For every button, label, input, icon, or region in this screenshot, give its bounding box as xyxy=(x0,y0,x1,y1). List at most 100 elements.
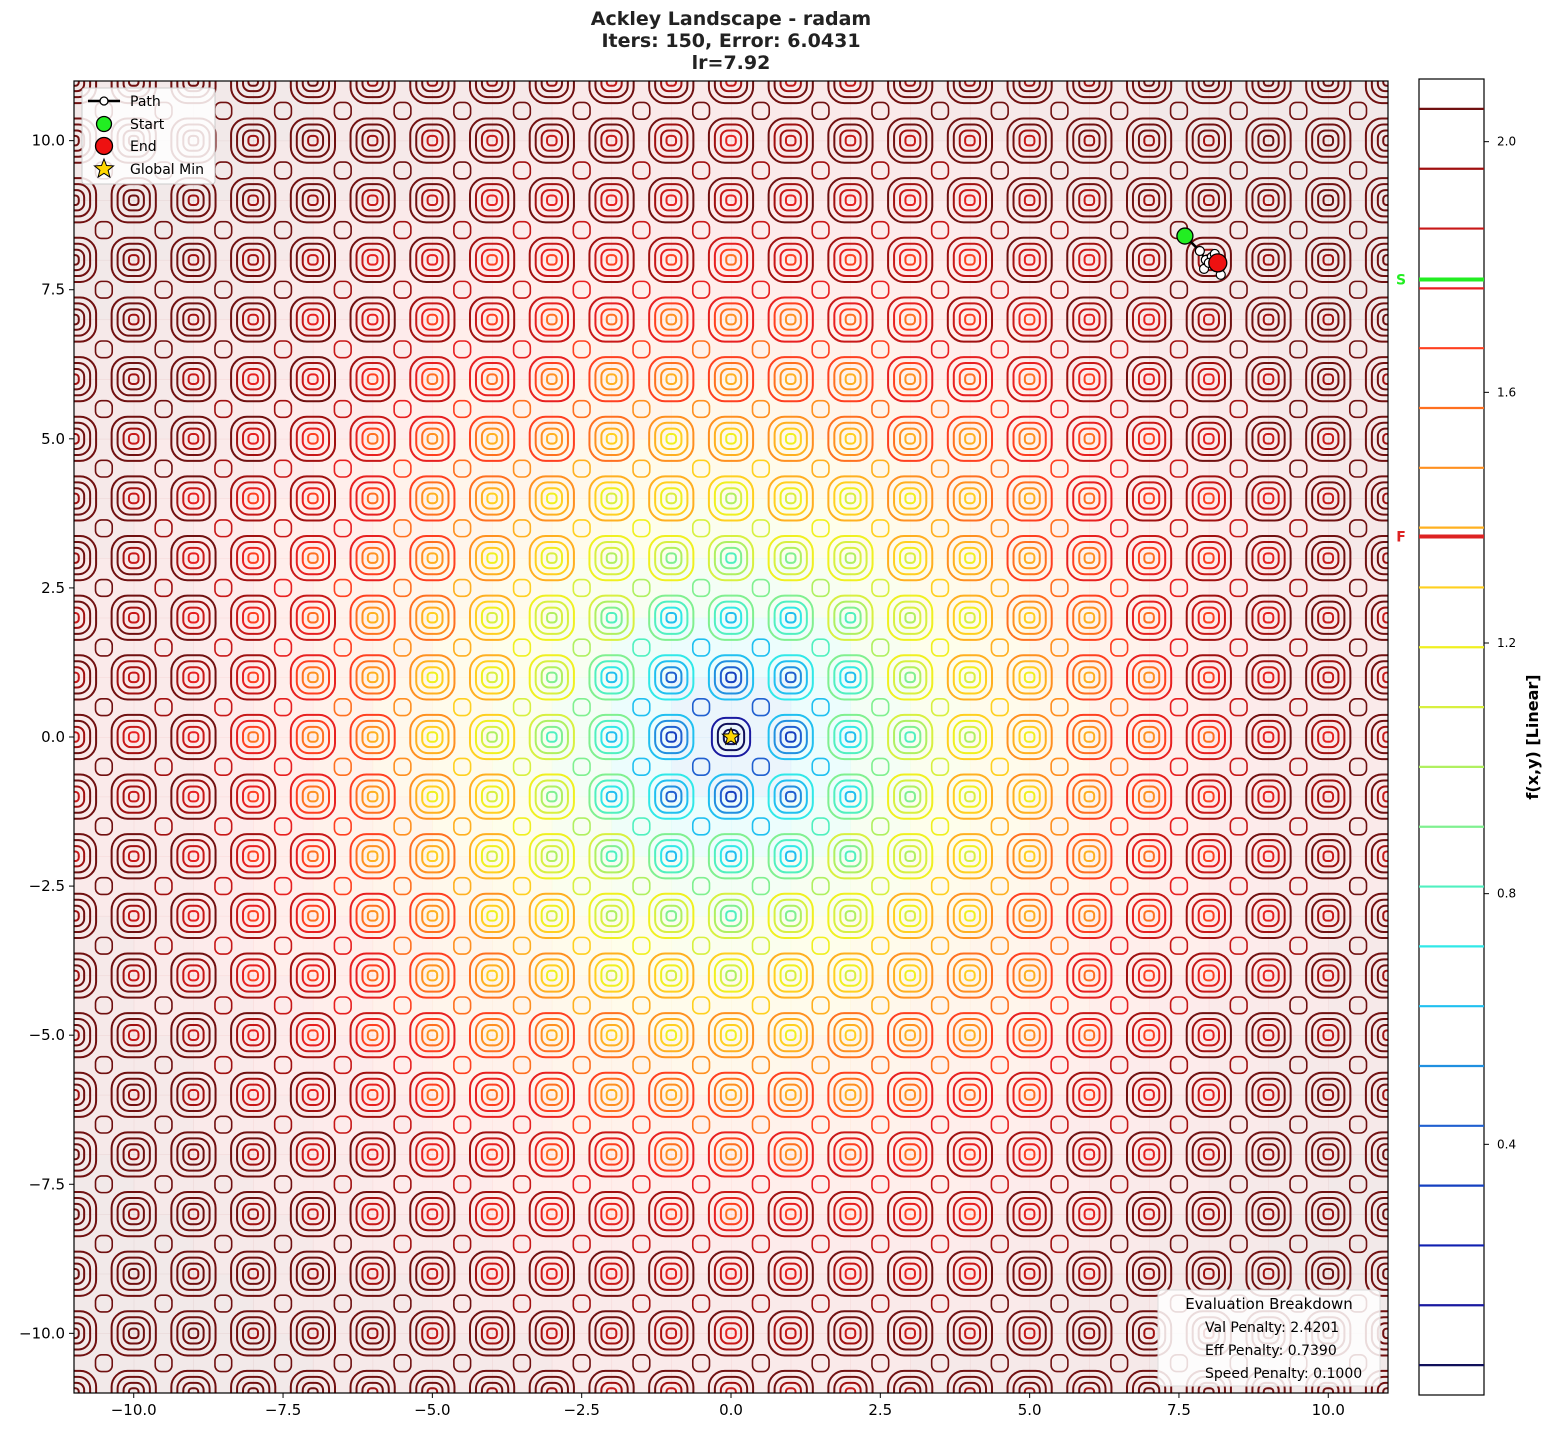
contour-ring xyxy=(946,117,994,164)
contour-ring xyxy=(1197,1202,1220,1226)
contour-ring xyxy=(1169,519,1189,538)
contour-ring xyxy=(187,81,200,87)
contour-ring xyxy=(393,996,412,1015)
contour-ring xyxy=(74,427,86,450)
contour-ring xyxy=(1245,833,1292,880)
background-cell xyxy=(312,677,374,738)
contour-ring xyxy=(1066,117,1113,164)
contour-ring xyxy=(393,876,412,896)
contour-ring xyxy=(1322,194,1335,207)
contour-ring xyxy=(1006,296,1053,343)
contour-ring xyxy=(409,1071,456,1118)
contour-ring xyxy=(421,308,444,331)
contour-ring xyxy=(393,280,412,299)
contour-ring xyxy=(1229,1175,1248,1194)
contour-ring xyxy=(474,1256,510,1291)
contour-ring xyxy=(74,1202,86,1226)
contour-ring xyxy=(648,713,695,761)
contour-ring xyxy=(1078,1262,1101,1285)
contour-ring xyxy=(295,779,331,814)
contour-ring xyxy=(572,876,591,896)
contour-ring xyxy=(588,713,635,761)
background-cell xyxy=(1089,796,1150,857)
background-cell xyxy=(1029,1273,1090,1334)
contour-ring xyxy=(1257,1083,1280,1106)
contour-ring xyxy=(366,313,379,326)
contour-ring xyxy=(707,177,755,224)
contour-ring xyxy=(844,552,857,564)
chart-title: Ackley Landscape - radam Iters: 150, Err… xyxy=(74,8,1388,74)
contour-ring xyxy=(779,725,802,749)
contour-ring xyxy=(1185,1190,1232,1238)
contour-ring xyxy=(349,236,396,284)
contour-ring xyxy=(154,340,173,359)
background-cell xyxy=(1149,1094,1210,1155)
background-cell xyxy=(133,1035,194,1096)
background-cell xyxy=(551,975,613,1036)
contour-ring xyxy=(1203,194,1215,207)
contour-ring xyxy=(893,540,928,576)
contour-ring xyxy=(811,876,830,896)
contour-ring xyxy=(713,779,749,814)
contour-ring xyxy=(295,481,331,516)
contour-ring xyxy=(74,773,98,820)
contour-ring xyxy=(964,254,976,266)
contour-ring xyxy=(1110,817,1129,836)
contour-ring xyxy=(307,1089,319,1101)
contour-ring xyxy=(1110,1234,1129,1254)
contour-ring xyxy=(127,1148,140,1161)
background-cell xyxy=(790,677,851,738)
contour-ring xyxy=(648,892,695,940)
contour-ring xyxy=(811,698,830,717)
contour-ring xyxy=(1006,654,1053,701)
contour-ring xyxy=(182,666,205,689)
contour-ring xyxy=(1289,817,1308,836)
background-cell xyxy=(253,81,314,142)
background-cell xyxy=(850,319,911,380)
contour-ring xyxy=(242,964,265,987)
contour-ring xyxy=(1311,839,1346,874)
background-cell xyxy=(731,558,792,619)
contour-ring xyxy=(122,606,145,629)
background-cell xyxy=(1328,200,1388,261)
contour-ring xyxy=(1023,254,1036,266)
contour-ring xyxy=(187,1208,200,1220)
contour-ring xyxy=(182,308,205,331)
background-cell xyxy=(1268,677,1329,738)
contour-ring xyxy=(572,1234,591,1254)
contour-ring xyxy=(605,552,618,564)
contour-ring xyxy=(691,161,711,180)
contour-ring xyxy=(74,189,86,212)
contour-ring xyxy=(827,1310,874,1357)
background-cell xyxy=(312,558,374,619)
background-cell xyxy=(1149,319,1210,380)
background-cell xyxy=(492,915,553,977)
background-cell xyxy=(850,975,911,1036)
contour-ring xyxy=(660,904,683,928)
contour-ring xyxy=(116,1316,151,1351)
background-cell xyxy=(1268,737,1329,798)
background-cell xyxy=(1268,1214,1329,1275)
contour-ring xyxy=(773,362,808,397)
contour-ring xyxy=(827,1071,874,1118)
contour-ring xyxy=(964,910,976,922)
contour-ring xyxy=(660,725,683,749)
contour-ring xyxy=(1305,117,1352,164)
contour-ring xyxy=(691,757,711,776)
contour-ring xyxy=(1305,356,1352,403)
contour-ring xyxy=(952,362,988,397)
contour-ring xyxy=(1370,779,1388,814)
contour-ring xyxy=(1012,600,1047,635)
contour-ring xyxy=(665,731,678,743)
contour-ring xyxy=(904,1148,916,1161)
contour-ring xyxy=(110,1071,157,1118)
contour-ring xyxy=(1050,996,1069,1015)
contour-ring xyxy=(1289,876,1308,896)
background-cell xyxy=(731,1273,792,1334)
contour-ring xyxy=(480,1262,504,1285)
contour-ring xyxy=(632,1055,651,1075)
contour-ring xyxy=(512,161,532,180)
contour-ring xyxy=(187,433,200,445)
contour-ring xyxy=(1050,220,1069,240)
background-cell xyxy=(492,1333,553,1393)
